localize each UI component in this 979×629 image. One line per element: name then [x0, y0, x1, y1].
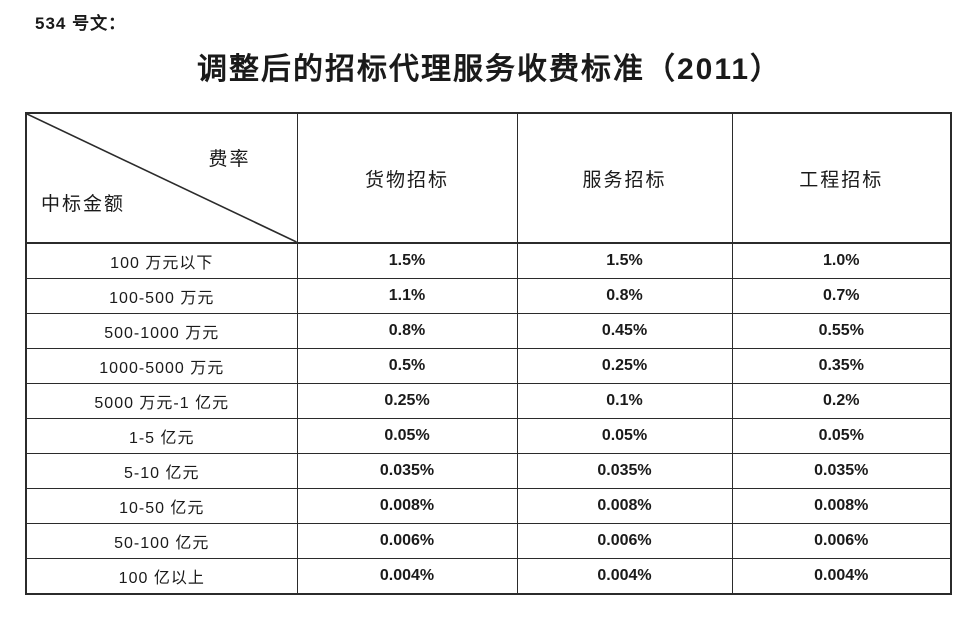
table-row: 1-5 亿元 0.05% 0.05% 0.05%: [25, 418, 952, 454]
rate-goods-cell: 0.035%: [296, 453, 518, 489]
rate-goods-cell: 0.8%: [296, 313, 518, 349]
rate-goods-cell: 0.25%: [296, 383, 518, 419]
rate-goods-cell: 0.008%: [296, 488, 518, 524]
rate-services-cell: 0.45%: [516, 313, 733, 349]
rate-services-cell: 0.8%: [516, 278, 733, 314]
rate-goods-cell: 1.5%: [296, 242, 518, 279]
column-header-goods: 货物招标: [296, 112, 518, 244]
rate-works-cell: 0.2%: [731, 383, 952, 419]
rate-works-cell: 0.7%: [731, 278, 952, 314]
page-title: 调整后的招标代理服务收费标准（2011）: [196, 53, 783, 86]
rate-goods-cell: 0.006%: [296, 523, 518, 559]
table-row: 100 万元以下 1.5% 1.5% 1.0%: [25, 242, 952, 279]
rate-services-cell: 0.008%: [516, 488, 733, 524]
rate-works-cell: 0.006%: [731, 523, 952, 559]
corner-label-amount: 中标金额: [41, 194, 126, 215]
table-row: 50-100 亿元 0.006% 0.006% 0.006%: [25, 523, 952, 559]
corner-label-rate: 费率: [208, 149, 251, 170]
rate-goods-cell: 0.004%: [296, 558, 518, 595]
fee-table: 费率 中标金额 货物招标 服务招标 工程招标 100 万元以下 1.5% 1.5% 1…: [25, 112, 952, 595]
amount-cell: 1-5 亿元: [25, 418, 298, 454]
amount-cell: 500-1000 万元: [25, 313, 298, 349]
rate-works-cell: 0.35%: [731, 348, 952, 384]
amount-cell: 5000 万元-1 亿元: [25, 383, 298, 419]
rate-works-cell: 0.05%: [731, 418, 952, 454]
rate-works-cell: 0.008%: [731, 488, 952, 524]
rate-goods-cell: 1.1%: [296, 278, 518, 314]
table-row: 10-50 亿元 0.008% 0.008% 0.008%: [25, 488, 952, 524]
column-header-services: 服务招标: [516, 112, 733, 244]
rate-goods-cell: 0.5%: [296, 348, 518, 384]
rate-services-cell: 0.05%: [516, 418, 733, 454]
rate-services-cell: 0.006%: [516, 523, 733, 559]
rate-works-cell: 0.035%: [731, 453, 952, 489]
corner-header-cell: 费率 中标金额: [25, 112, 298, 244]
rate-services-cell: 0.035%: [516, 453, 733, 489]
rate-services-cell: 0.1%: [516, 383, 733, 419]
amount-cell: 5-10 亿元: [25, 453, 298, 489]
table-row: 5-10 亿元 0.035% 0.035% 0.035%: [25, 453, 952, 489]
table-row: 5000 万元-1 亿元 0.25% 0.1% 0.2%: [25, 383, 952, 419]
amount-cell: 100 亿以上: [25, 558, 298, 595]
rate-services-cell: 1.5%: [516, 242, 733, 279]
rate-works-cell: 1.0%: [731, 242, 952, 279]
column-header-works: 工程招标: [731, 112, 952, 244]
fee-table-body: 100 万元以下 1.5% 1.5% 1.0% 100-500 万元 1.1% 0.8% 0.…: [25, 242, 952, 595]
rate-services-cell: 0.25%: [516, 348, 733, 384]
rate-works-cell: 0.55%: [731, 313, 952, 349]
rate-goods-cell: 0.05%: [296, 418, 518, 454]
table-row: 100-500 万元 1.1% 0.8% 0.7%: [25, 278, 952, 314]
amount-cell: 1000-5000 万元: [25, 348, 298, 384]
amount-cell: 50-100 亿元: [25, 523, 298, 559]
amount-cell: 100 万元以下: [25, 242, 298, 279]
doc-number: 534 号文：: [35, 14, 127, 33]
rate-works-cell: 0.004%: [731, 558, 952, 595]
rate-services-cell: 0.004%: [516, 558, 733, 595]
table-row: 100 亿以上 0.004% 0.004% 0.004%: [25, 558, 952, 595]
diagonal-divider-line: [27, 114, 297, 242]
header-row: 费率 中标金额 货物招标 服务招标 工程招标: [25, 112, 952, 244]
amount-cell: 10-50 亿元: [25, 488, 298, 524]
table-row: 1000-5000 万元 0.5% 0.25% 0.35%: [25, 348, 952, 384]
amount-cell: 100-500 万元: [25, 278, 298, 314]
table-row: 500-1000 万元 0.8% 0.45% 0.55%: [25, 313, 952, 349]
